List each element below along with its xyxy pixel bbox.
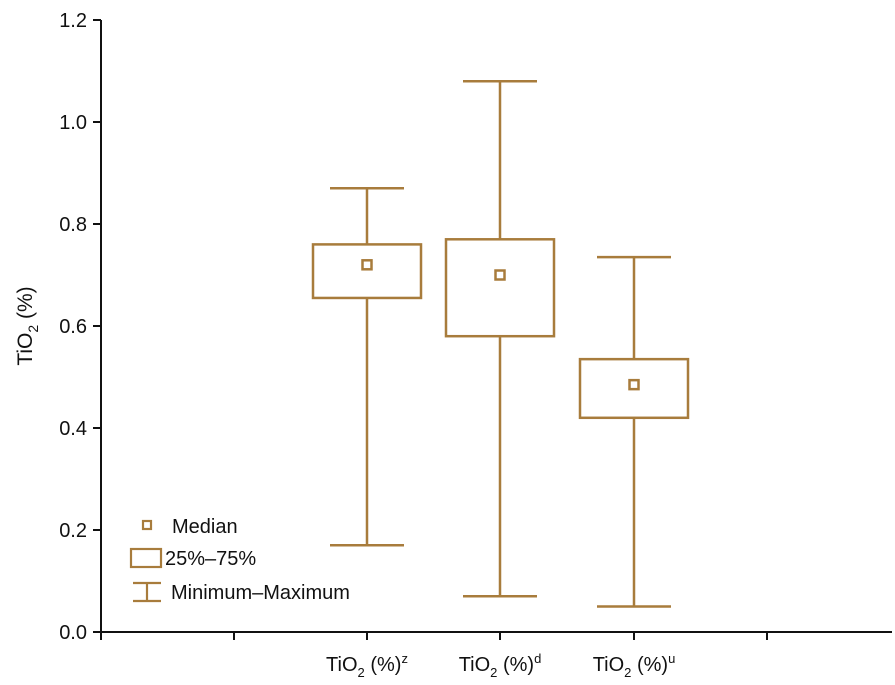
iqr-box — [578, 357, 690, 420]
box-series — [311, 79, 690, 608]
median-marker — [494, 269, 506, 281]
y-tick-label: 0.2 — [59, 520, 87, 542]
y-tick-label: 1.0 — [59, 112, 87, 134]
y-tick-label: 0.6 — [59, 316, 87, 338]
legend-iqr-label: 25%–75% — [165, 548, 256, 570]
x-label-subscript: 2 — [490, 665, 497, 680]
legend: Median 25%–75% Minimum–Maximum — [129, 516, 350, 604]
legend-median-label: Median — [172, 516, 238, 538]
legend-range-label: Minimum–Maximum — [171, 582, 350, 604]
x-label-main: TiO — [593, 654, 624, 676]
y-tick-label: 0.0 — [59, 622, 87, 644]
iqr-box — [444, 238, 556, 338]
y-title-rest: (%) — [14, 286, 37, 325]
x-label-superscript: z — [401, 651, 408, 666]
box-item — [311, 187, 423, 547]
x-tick-label: TiO2 (%)d — [459, 651, 542, 680]
median-marker — [361, 259, 373, 271]
legend-iqr-symbol — [129, 547, 163, 569]
box-item — [578, 255, 690, 608]
y-title-main: TiO — [14, 333, 37, 366]
y-tick-label: 0.8 — [59, 214, 87, 236]
x-label-rest: (%) — [497, 654, 534, 676]
median-marker — [628, 378, 640, 391]
iqr-box — [311, 243, 423, 300]
box-item — [444, 79, 556, 598]
y-axis-title: TiO2 (%) — [14, 286, 41, 365]
x-label-main: TiO — [459, 654, 490, 676]
y-tick-label: 1.2 — [59, 10, 87, 32]
x-label-superscript: d — [534, 651, 541, 666]
legend-median-symbol — [141, 519, 153, 531]
x-label-rest: (%) — [631, 654, 668, 676]
x-label-subscript: 2 — [624, 665, 631, 680]
x-tick-label: TiO2 (%)u — [593, 651, 676, 680]
x-tick-label: TiO2 (%)z — [326, 651, 408, 680]
y-title-subscript: 2 — [25, 325, 41, 333]
x-label-rest: (%) — [365, 654, 402, 676]
x-label-main: TiO — [326, 654, 357, 676]
y-tick-label: 0.4 — [59, 418, 87, 440]
x-label-superscript: u — [668, 651, 675, 666]
x-label-subscript: 2 — [358, 665, 365, 680]
